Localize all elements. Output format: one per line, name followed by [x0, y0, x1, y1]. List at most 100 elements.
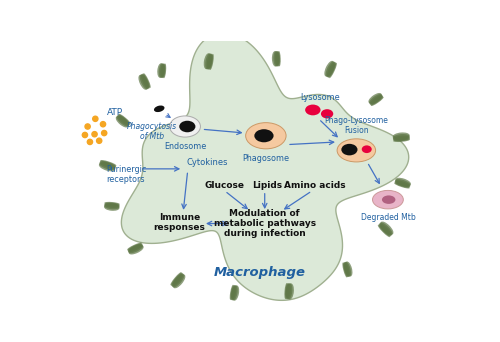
Circle shape — [88, 139, 92, 145]
Ellipse shape — [379, 223, 392, 236]
Ellipse shape — [380, 222, 394, 234]
Ellipse shape — [128, 245, 143, 253]
Ellipse shape — [371, 97, 384, 106]
Ellipse shape — [116, 116, 129, 127]
Ellipse shape — [395, 179, 410, 186]
Ellipse shape — [337, 139, 376, 162]
Text: Modulation of
metabolic pathways
during infection: Modulation of metabolic pathways during … — [214, 209, 316, 238]
Ellipse shape — [100, 161, 116, 169]
Ellipse shape — [104, 205, 120, 211]
Text: Phagocytosis
of Mtb: Phagocytosis of Mtb — [127, 121, 178, 141]
Ellipse shape — [276, 51, 280, 66]
Ellipse shape — [342, 144, 357, 155]
Ellipse shape — [342, 263, 347, 277]
Ellipse shape — [284, 283, 288, 299]
Circle shape — [92, 132, 97, 137]
Ellipse shape — [392, 132, 409, 139]
Ellipse shape — [128, 244, 142, 252]
Ellipse shape — [205, 53, 212, 69]
Ellipse shape — [172, 273, 184, 287]
Text: Lipids: Lipids — [252, 181, 282, 190]
Ellipse shape — [305, 105, 320, 115]
Text: Immune
responses: Immune responses — [154, 213, 205, 233]
Ellipse shape — [206, 54, 212, 69]
Circle shape — [100, 122, 105, 127]
Ellipse shape — [118, 114, 130, 124]
Ellipse shape — [118, 115, 130, 125]
Circle shape — [82, 132, 87, 137]
Circle shape — [92, 116, 98, 121]
Ellipse shape — [370, 95, 382, 105]
Ellipse shape — [230, 285, 234, 300]
Ellipse shape — [326, 61, 334, 77]
Ellipse shape — [171, 273, 182, 286]
Ellipse shape — [378, 224, 391, 236]
Ellipse shape — [172, 274, 184, 288]
Text: Cytokines: Cytokines — [186, 158, 228, 167]
Ellipse shape — [144, 73, 150, 88]
Ellipse shape — [170, 116, 200, 137]
Ellipse shape — [286, 283, 292, 299]
Ellipse shape — [393, 134, 409, 140]
Text: Degraded Mtb: Degraded Mtb — [360, 213, 416, 222]
Ellipse shape — [210, 54, 214, 70]
Ellipse shape — [362, 145, 372, 153]
Ellipse shape — [140, 75, 148, 89]
Ellipse shape — [162, 64, 166, 78]
Ellipse shape — [380, 222, 392, 235]
Ellipse shape — [231, 285, 236, 300]
Ellipse shape — [329, 63, 337, 78]
Ellipse shape — [180, 121, 196, 132]
Ellipse shape — [393, 139, 410, 142]
Circle shape — [96, 138, 102, 143]
Text: Phagosome: Phagosome — [242, 154, 290, 163]
Ellipse shape — [232, 285, 238, 301]
Ellipse shape — [287, 284, 294, 300]
Ellipse shape — [174, 275, 186, 288]
Ellipse shape — [246, 123, 286, 149]
Ellipse shape — [344, 262, 351, 277]
Text: Macrophage: Macrophage — [214, 266, 306, 279]
Ellipse shape — [394, 182, 410, 188]
Ellipse shape — [328, 62, 336, 78]
Ellipse shape — [142, 74, 150, 88]
Text: ATP: ATP — [107, 107, 123, 117]
Ellipse shape — [204, 53, 211, 69]
Ellipse shape — [327, 62, 336, 77]
Ellipse shape — [117, 115, 130, 126]
Ellipse shape — [230, 285, 235, 300]
Ellipse shape — [128, 244, 142, 251]
Ellipse shape — [274, 51, 279, 66]
Ellipse shape — [321, 109, 334, 118]
Ellipse shape — [396, 178, 411, 186]
Text: Purinergic
receptors: Purinergic receptors — [106, 165, 146, 184]
Ellipse shape — [272, 51, 278, 67]
Ellipse shape — [99, 163, 115, 171]
Ellipse shape — [343, 262, 348, 277]
Ellipse shape — [286, 283, 291, 299]
Ellipse shape — [154, 106, 164, 112]
Ellipse shape — [285, 283, 290, 299]
Ellipse shape — [232, 286, 239, 301]
Ellipse shape — [104, 203, 120, 208]
Ellipse shape — [344, 262, 350, 277]
Text: Endosome: Endosome — [164, 142, 206, 151]
Ellipse shape — [138, 75, 147, 90]
Ellipse shape — [393, 137, 410, 141]
Ellipse shape — [368, 93, 382, 103]
Ellipse shape — [382, 195, 396, 204]
Ellipse shape — [104, 202, 120, 207]
Ellipse shape — [395, 180, 410, 187]
Ellipse shape — [372, 190, 404, 209]
Ellipse shape — [158, 63, 164, 78]
Ellipse shape — [104, 202, 120, 205]
Polygon shape — [122, 33, 408, 300]
Ellipse shape — [127, 242, 142, 250]
Ellipse shape — [104, 204, 120, 209]
Text: Lysosome: Lysosome — [300, 93, 341, 102]
Ellipse shape — [100, 160, 116, 166]
Text: Amino acids: Amino acids — [284, 181, 346, 190]
Ellipse shape — [100, 161, 116, 167]
Ellipse shape — [378, 225, 390, 237]
Circle shape — [85, 124, 90, 129]
